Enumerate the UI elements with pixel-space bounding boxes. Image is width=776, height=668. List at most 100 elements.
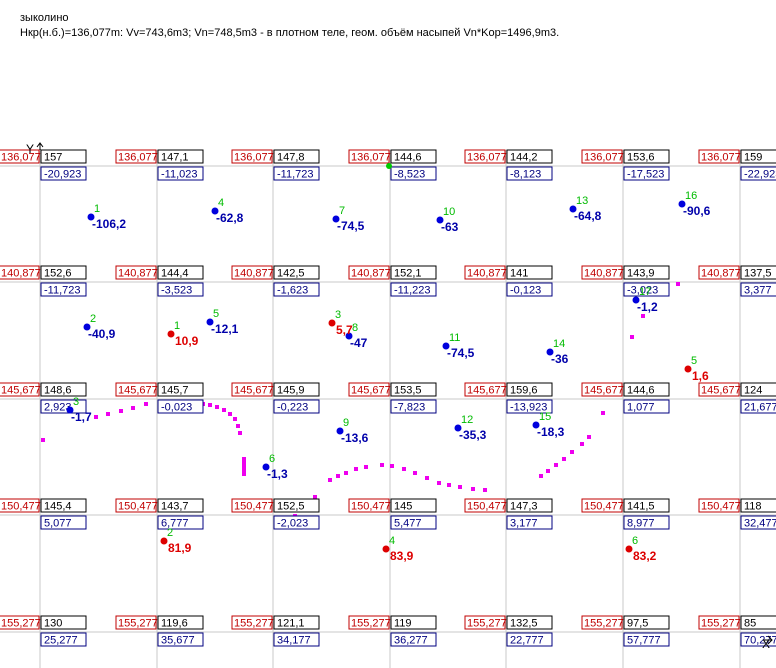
cut-point-number: 15 bbox=[539, 411, 551, 423]
cut-point-volume: -64,8 bbox=[574, 209, 602, 223]
cut-point-volume: -63 bbox=[441, 220, 459, 234]
cut-point-volume: -18,3 bbox=[537, 425, 565, 439]
work-mark-box bbox=[273, 282, 320, 297]
cut-point-number: 16 bbox=[685, 190, 697, 202]
work-mark: 22,777 bbox=[510, 635, 544, 647]
x-axis-label: X bbox=[762, 637, 770, 651]
fill-point-marker bbox=[167, 330, 175, 338]
design-elevation-box bbox=[348, 615, 390, 630]
work-mark-box bbox=[273, 166, 320, 181]
black-elevation-box bbox=[40, 265, 87, 280]
cut-point-number: 12 bbox=[461, 414, 473, 426]
design-elevation-box bbox=[698, 498, 740, 513]
black-elevation-box bbox=[390, 615, 437, 630]
cut-point-marker bbox=[442, 342, 450, 350]
black-elevation: 147,1 bbox=[161, 152, 189, 164]
black-elevation-box bbox=[40, 382, 87, 397]
black-elevation: 145 bbox=[394, 501, 412, 513]
design-elevation: 140,877 bbox=[234, 268, 274, 280]
fill-point-marker bbox=[160, 537, 168, 545]
work-mark: -0,023 bbox=[161, 402, 192, 414]
cut-point-volume: -35,3 bbox=[459, 428, 487, 442]
work-mark-box bbox=[506, 515, 553, 530]
zero-line-dot bbox=[144, 402, 148, 406]
cut-point-marker bbox=[66, 406, 74, 414]
cut-point-marker bbox=[632, 296, 640, 304]
zero-line-dot bbox=[471, 487, 475, 491]
black-elevation: 144,6 bbox=[394, 152, 422, 164]
zero-line-dot bbox=[364, 465, 368, 469]
design-elevation-box bbox=[0, 265, 40, 280]
black-elevation-box bbox=[40, 498, 87, 513]
black-elevation: 119,6 bbox=[161, 618, 188, 630]
design-elevation: 155,277 bbox=[351, 618, 391, 630]
black-elevation-box bbox=[40, 149, 87, 164]
cut-point-volume: -13,6 bbox=[341, 431, 369, 445]
work-mark-box bbox=[40, 166, 87, 181]
cut-point-volume: -106,2 bbox=[92, 217, 126, 231]
design-elevation-box bbox=[0, 615, 40, 630]
work-mark-box bbox=[623, 166, 670, 181]
black-elevation-box bbox=[623, 265, 670, 280]
work-mark-box bbox=[506, 282, 553, 297]
work-mark: -1,623 bbox=[277, 285, 308, 297]
work-mark: 3,177 bbox=[510, 518, 538, 530]
volume-summary: Hкр(н.б.)=136,077m: Vv=743,6m3; Vn=748,5… bbox=[20, 27, 560, 39]
work-mark: 5,077 bbox=[44, 518, 72, 530]
cut-point-volume: -74,5 bbox=[447, 346, 475, 360]
work-mark: 36,277 bbox=[394, 635, 428, 647]
cut-point-number: 10 bbox=[443, 206, 455, 218]
cut-point-number: 17 bbox=[639, 286, 651, 298]
design-elevation-box bbox=[698, 149, 740, 164]
work-mark: -0,123 bbox=[510, 285, 541, 297]
black-elevation-box bbox=[740, 382, 776, 397]
fill-point-number: 1 bbox=[174, 320, 180, 332]
work-mark-box bbox=[157, 399, 204, 414]
y-axis-label: Y bbox=[26, 142, 34, 156]
zero-line-dot bbox=[131, 406, 135, 410]
zero-line-dot bbox=[601, 411, 605, 415]
design-elevation-box bbox=[115, 615, 157, 630]
work-mark-box bbox=[623, 515, 670, 530]
design-elevation: 145,677 bbox=[1, 385, 41, 397]
zero-line-dot bbox=[402, 467, 406, 471]
design-elevation-box bbox=[0, 382, 40, 397]
fill-point-number: 5 bbox=[691, 355, 697, 367]
work-mark-box bbox=[273, 399, 320, 414]
design-elevation-box bbox=[115, 149, 157, 164]
black-elevation: 137,5 bbox=[744, 268, 772, 280]
design-elevation-box bbox=[581, 615, 623, 630]
black-elevation-box bbox=[623, 498, 670, 513]
design-elevation: 136,077 bbox=[701, 152, 741, 164]
fill-point-volume: 81,9 bbox=[168, 541, 192, 555]
work-mark: -7,823 bbox=[394, 402, 425, 414]
design-elevation: 145,677 bbox=[584, 385, 624, 397]
work-mark-box bbox=[740, 399, 776, 414]
design-elevation-box bbox=[348, 265, 390, 280]
work-mark-box bbox=[390, 515, 437, 530]
design-elevation-box bbox=[464, 382, 506, 397]
fill-point-number: 6 bbox=[632, 535, 638, 547]
black-elevation: 153,6 bbox=[627, 152, 655, 164]
work-mark-box bbox=[390, 399, 437, 414]
cut-point-volume: -90,6 bbox=[683, 204, 711, 218]
black-elevation-box bbox=[157, 382, 204, 397]
design-elevation: 140,877 bbox=[1, 268, 41, 280]
zero-line-dot bbox=[641, 314, 645, 318]
cut-point-number: 1 bbox=[94, 203, 100, 215]
work-mark-box bbox=[390, 282, 437, 297]
cut-point-marker bbox=[678, 200, 686, 208]
black-elevation-box bbox=[157, 265, 204, 280]
design-elevation-box bbox=[581, 382, 623, 397]
black-elevation-box bbox=[157, 615, 204, 630]
black-elevation-box bbox=[273, 149, 320, 164]
work-mark: 2,923 bbox=[44, 402, 72, 414]
zero-line-dot bbox=[587, 435, 591, 439]
design-elevation: 150,477 bbox=[701, 501, 741, 513]
design-elevation: 136,077 bbox=[1, 152, 41, 164]
work-mark-box bbox=[506, 399, 553, 414]
design-elevation-box bbox=[698, 615, 740, 630]
black-elevation-box bbox=[740, 265, 776, 280]
zero-line-dot bbox=[354, 467, 358, 471]
